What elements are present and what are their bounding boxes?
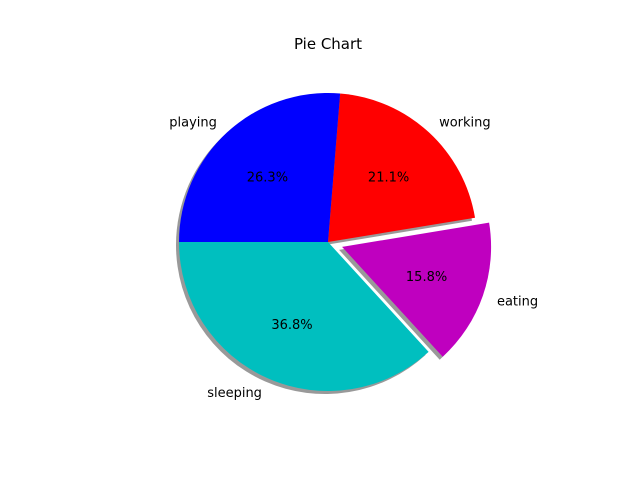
pct-label-sleeping: 36.8% xyxy=(271,318,312,333)
slice-label-sleeping: sleeping xyxy=(207,386,262,401)
pie-labels: 36.8% sleeping 15.8% eating 21.1% working 26.3… xyxy=(169,115,538,401)
chart-title: Pie Chart xyxy=(294,35,362,53)
pct-label-working: 21.1% xyxy=(368,170,409,185)
pie-slice-working xyxy=(328,93,476,242)
pct-label-eating: 15.8% xyxy=(406,270,447,285)
pct-label-playing: 26.3% xyxy=(247,170,288,185)
pie-slices xyxy=(179,93,492,392)
slice-label-working: working xyxy=(439,115,491,130)
pie-slice-playing xyxy=(179,93,341,243)
slice-label-eating: eating xyxy=(497,294,538,309)
pie-slice-sleeping xyxy=(179,242,429,392)
pie-slice-eating xyxy=(342,222,492,357)
slice-label-playing: playing xyxy=(169,115,217,130)
